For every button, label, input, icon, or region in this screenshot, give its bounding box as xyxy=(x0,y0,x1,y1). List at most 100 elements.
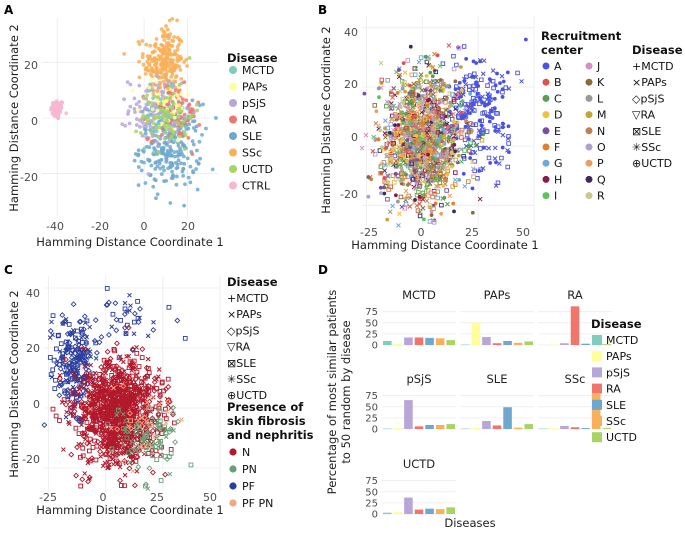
scatter-point xyxy=(121,408,126,414)
scatter-point xyxy=(59,312,66,319)
facet-SSc: SSc xyxy=(538,372,612,430)
scatter-point xyxy=(435,157,440,162)
scatter-point xyxy=(123,385,129,390)
scatter-point xyxy=(170,16,175,21)
scatter-point xyxy=(70,329,77,336)
scatter-point xyxy=(113,327,120,334)
scatter-point xyxy=(149,77,153,82)
scatter-point xyxy=(161,164,166,169)
scatter-point xyxy=(157,393,163,400)
bar xyxy=(435,338,445,345)
panel-a-xtick: 0 xyxy=(141,220,148,233)
scatter-point xyxy=(492,156,498,161)
scatter-point xyxy=(79,335,84,341)
scatter-point xyxy=(384,103,389,109)
scatter-point xyxy=(125,112,130,116)
scatter-point xyxy=(468,156,473,160)
scatter-point xyxy=(164,456,171,463)
legend-label: L xyxy=(597,92,604,105)
scatter-point xyxy=(166,79,171,83)
scatter-point xyxy=(99,427,106,434)
scatter-point xyxy=(171,101,176,106)
scatter-point xyxy=(188,164,193,169)
scatter-point xyxy=(125,80,130,84)
scatter-point xyxy=(144,431,151,437)
facet-ytick: 75 xyxy=(365,391,378,402)
legend-label: MCTD xyxy=(606,334,638,347)
legend-key xyxy=(542,192,550,200)
scatter-point xyxy=(83,366,90,372)
scatter-point xyxy=(495,71,499,76)
panel-c-xtick: 25 xyxy=(150,491,164,504)
scatter-point xyxy=(359,145,365,151)
scatter-point xyxy=(434,118,440,124)
scatter-point xyxy=(133,430,139,435)
scatter-point xyxy=(159,172,164,176)
scatter-point xyxy=(147,158,152,163)
scatter-point xyxy=(74,366,80,372)
scatter-point xyxy=(456,132,461,137)
scatter-point xyxy=(105,406,110,411)
scatter-point xyxy=(177,106,181,111)
scatter-point xyxy=(64,330,71,337)
panel-a-legend: MCTD PAPs pSjS RA SLE SSc UCTD CTRL xyxy=(229,64,274,193)
scatter-point xyxy=(409,93,415,99)
scatter-point xyxy=(63,377,69,383)
scatter-point xyxy=(378,128,383,133)
scatter-point xyxy=(454,62,459,68)
scatter-point xyxy=(169,60,173,65)
scatter-point xyxy=(152,57,156,62)
legend-key xyxy=(585,94,593,102)
scatter-point xyxy=(464,56,469,61)
scatter-point xyxy=(135,418,141,423)
scatter-point xyxy=(138,118,142,123)
scatter-point xyxy=(401,121,406,126)
scatter-point xyxy=(431,110,436,115)
scatter-point xyxy=(84,318,90,324)
scatter-point xyxy=(130,393,137,400)
scatter-point xyxy=(140,39,145,43)
scatter-point xyxy=(128,82,133,87)
scatter-point xyxy=(156,46,161,51)
legend-label: ▽RA xyxy=(632,109,656,122)
scatter-point xyxy=(171,39,176,43)
scatter-point xyxy=(438,133,443,138)
bar xyxy=(393,428,403,429)
scatter-point xyxy=(149,423,154,428)
scatter-point xyxy=(166,123,171,128)
scatter-point xyxy=(433,115,439,120)
scatter-point xyxy=(47,355,53,360)
panel-a: A -40 -20 0 20 20 0 -20 Hamming Distance… xyxy=(4,3,278,249)
scatter-point xyxy=(385,196,390,202)
panel-d-xlabel: Diseases xyxy=(444,516,495,530)
scatter-point xyxy=(399,152,405,158)
scatter-point xyxy=(69,359,75,365)
scatter-point xyxy=(420,132,426,138)
scatter-point xyxy=(148,124,153,129)
scatter-point xyxy=(167,139,172,144)
scatter-point xyxy=(402,79,407,85)
scatter-point xyxy=(375,123,381,129)
scatter-point xyxy=(452,177,458,183)
scatter-point xyxy=(65,370,71,376)
scatter-point xyxy=(416,77,422,83)
scatter-point xyxy=(192,119,197,123)
scatter-point xyxy=(163,152,168,157)
scatter-point xyxy=(453,106,458,112)
scatter-point xyxy=(406,193,411,199)
scatter-point xyxy=(175,162,180,167)
scatter-point xyxy=(408,44,413,49)
scatter-point xyxy=(131,310,138,317)
scatter-point xyxy=(475,83,480,88)
scatter-point xyxy=(134,117,139,121)
facet-title: UCTD xyxy=(403,457,435,471)
scatter-point xyxy=(110,311,116,317)
scatter-point xyxy=(501,79,506,84)
scatter-point xyxy=(187,56,192,60)
scatter-point xyxy=(179,39,184,44)
scatter-point xyxy=(398,114,404,120)
scatter-point xyxy=(109,324,115,330)
scatter-point xyxy=(412,72,418,77)
legend-label: SLE xyxy=(242,130,262,143)
